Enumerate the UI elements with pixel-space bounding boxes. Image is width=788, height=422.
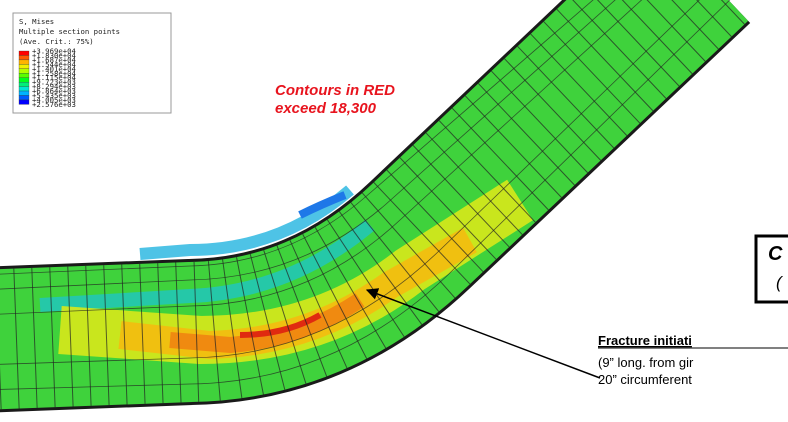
legend-swatch	[19, 78, 29, 82]
legend-swatch	[19, 100, 29, 104]
fracture-text: 20” circumferent	[598, 372, 692, 387]
page: S, MisesMultiple section points(Ave. Cri…	[0, 0, 788, 422]
legend-swatch	[19, 69, 29, 73]
legend-label: +2.576e+03	[32, 100, 76, 109]
note-text: C	[768, 243, 783, 265]
legend-swatch	[19, 96, 29, 100]
annotation: exceed 18,300	[275, 100, 377, 117]
legend-swatch	[19, 64, 29, 68]
legend-swatch	[19, 55, 29, 59]
annotation: Contours in RED	[275, 82, 395, 99]
legend-swatch	[19, 73, 29, 77]
legend-swatch	[19, 87, 29, 91]
fracture-title: Fracture initiati	[598, 333, 692, 348]
legend-title: (Ave. Crit.: 75%)	[19, 37, 94, 46]
legend-swatch	[19, 82, 29, 86]
legend-swatch	[19, 91, 29, 95]
screenshot: S, MisesMultiple section points(Ave. Cri…	[0, 0, 788, 422]
fracture-text: (9” long. from gir	[598, 355, 694, 370]
legend-title: Multiple section points	[19, 27, 120, 36]
legend-title: S, Mises	[19, 17, 54, 26]
legend-swatch	[19, 51, 29, 55]
legend-swatch	[19, 60, 29, 64]
